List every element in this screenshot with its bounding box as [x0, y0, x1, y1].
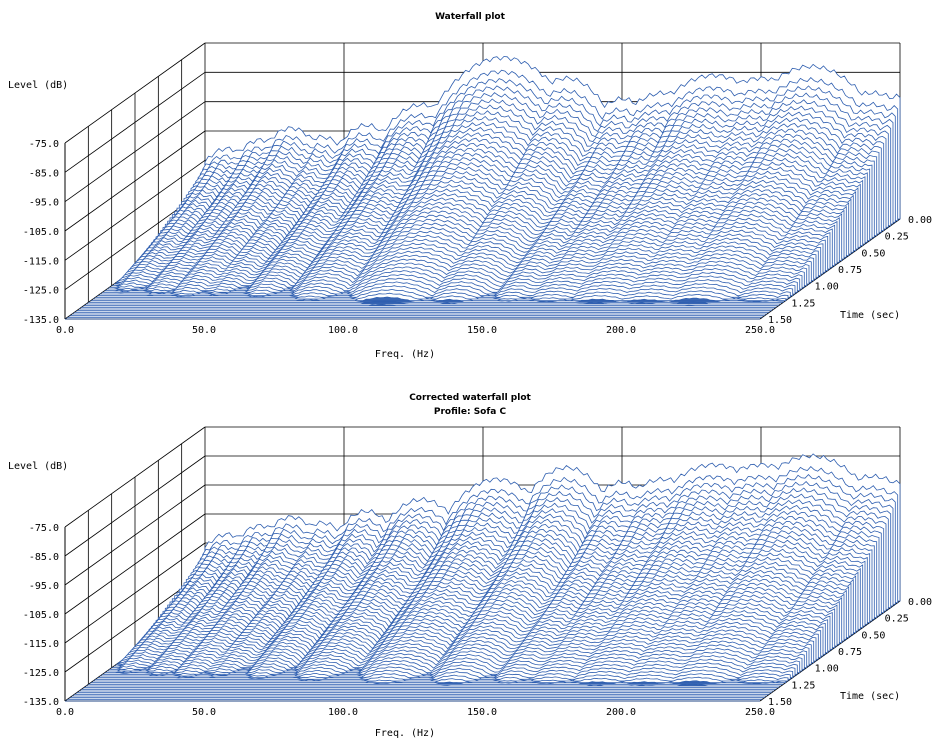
z-tick-label: 0.50	[861, 248, 885, 259]
chart-title: Corrected waterfall plot	[409, 393, 531, 403]
x-tick-label: 250.0	[745, 707, 775, 718]
z-tick-label: 1.25	[791, 298, 815, 309]
y-tick-label: -95.0	[29, 198, 59, 209]
x-tick-label: 50.0	[192, 707, 216, 718]
x-axis-label: Freq. (Hz)	[375, 728, 435, 739]
z-tick-label: 0.75	[838, 265, 862, 276]
waterfall-panel-bottom: Corrected waterfall plot Profile: Sofa C…	[8, 393, 932, 739]
waterfall-panel-top: Waterfall plot Level (dB) Freq. (Hz) Tim…	[8, 12, 932, 360]
z-axis-label: Time (sec)	[840, 310, 900, 321]
z-tick-label: 0.75	[838, 647, 862, 658]
y-tick-labels: -75.0 -85.0 -95.0 -105.0 -115.0 -125.0 -…	[23, 523, 59, 708]
x-tick-label: 150.0	[467, 707, 497, 718]
z-tick-labels: 0.00 0.25 0.50 0.75 1.00 1.25 1.50	[768, 597, 932, 708]
z-tick-label: 0.00	[908, 215, 932, 226]
y-axis-label: Level (dB)	[8, 80, 68, 91]
y-tick-label: -115.0	[23, 256, 59, 267]
x-tick-label: 200.0	[606, 325, 636, 336]
spectrum-slice	[93, 673, 789, 682]
waterfall-traces	[65, 453, 901, 702]
y-axis-label: Level (dB)	[8, 461, 68, 472]
x-tick-label: 0.0	[56, 325, 74, 336]
y-tick-label: -75.0	[29, 523, 59, 534]
x-tick-label: 100.0	[328, 325, 358, 336]
spectrum-slice	[90, 292, 787, 302]
z-axis-label: Time (sec)	[840, 691, 900, 702]
y-tick-label: -105.0	[23, 610, 59, 621]
spectrum-slice	[88, 296, 784, 303]
x-tick-labels: 0.0 50.0 100.0 150.0 200.0 250.0	[56, 325, 775, 336]
z-tick-label: 1.00	[815, 664, 839, 675]
y-tick-label: -115.0	[23, 639, 59, 650]
x-tick-label: 100.0	[328, 707, 358, 718]
x-tick-label: 200.0	[606, 707, 636, 718]
y-tick-label: -125.0	[23, 286, 59, 297]
x-axis-label: Freq. (Hz)	[375, 349, 435, 360]
y-tick-labels: -75.0 -85.0 -95.0 -105.0 -115.0 -125.0 -…	[23, 139, 59, 326]
chart-subtitle: Profile: Sofa C	[434, 407, 507, 417]
x-tick-label: 250.0	[745, 325, 775, 336]
x-tick-label: 50.0	[192, 325, 216, 336]
y-tick-label: -135.0	[23, 697, 59, 708]
spectrum-slice	[83, 303, 779, 307]
y-tick-label: -85.0	[29, 552, 59, 563]
z-tick-label: 1.25	[791, 680, 815, 691]
y-tick-label: -75.0	[29, 139, 59, 150]
z-tick-label: 0.25	[885, 614, 909, 625]
y-tick-label: -105.0	[23, 227, 59, 238]
y-tick-label: -95.0	[29, 581, 59, 592]
z-tick-labels: 0.00 0.25 0.50 0.75 1.00 1.25 1.50	[768, 215, 932, 326]
y-tick-label: -125.0	[23, 668, 59, 679]
spectrum-slice	[90, 676, 787, 684]
x-tick-labels: 0.0 50.0 100.0 150.0 200.0 250.0	[56, 707, 775, 718]
x-tick-label: 0.0	[56, 707, 74, 718]
z-tick-label: 0.25	[885, 232, 909, 243]
z-tick-label: 0.50	[861, 630, 885, 641]
y-tick-label: -85.0	[29, 168, 59, 179]
waterfall-traces	[65, 56, 901, 320]
z-tick-label: 1.50	[768, 315, 792, 326]
z-tick-label: 1.50	[768, 697, 792, 708]
chart-title: Waterfall plot	[435, 12, 506, 22]
z-tick-label: 0.00	[908, 597, 932, 608]
spectrum-slice	[88, 680, 784, 685]
spectrum-slice	[86, 300, 781, 305]
y-tick-label: -135.0	[23, 315, 59, 326]
spectrum-slice	[86, 683, 781, 687]
x-tick-label: 150.0	[467, 325, 497, 336]
z-tick-label: 1.00	[815, 282, 839, 293]
